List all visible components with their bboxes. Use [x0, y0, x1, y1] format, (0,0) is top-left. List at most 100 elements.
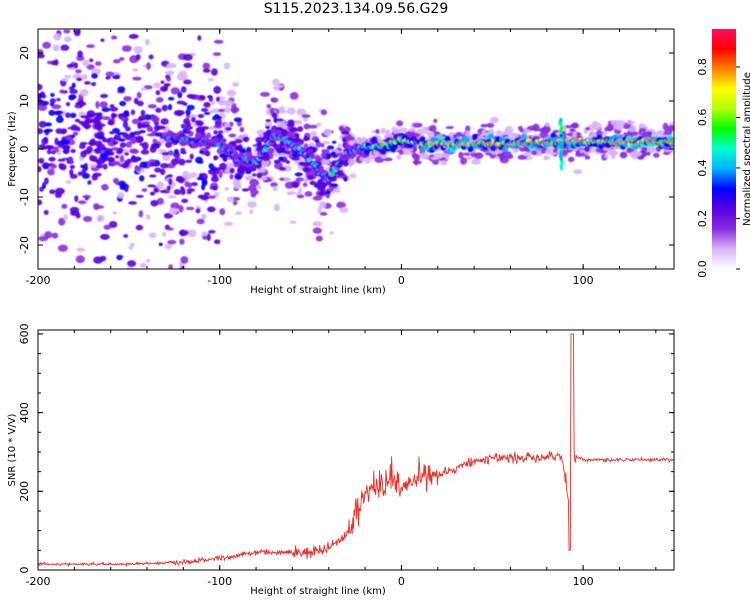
spectrogram-cell	[207, 77, 215, 82]
spectrogram-cell	[125, 141, 132, 148]
spectrogram-cell	[91, 72, 98, 79]
spectrogram-cell	[43, 333, 48, 340]
spectrogram-cell	[257, 184, 262, 190]
spectrogram-cell	[157, 125, 166, 130]
spectrogram-cell	[94, 14, 101, 18]
spectrogram-cell	[429, 124, 437, 133]
spectrogram-cell	[47, 168, 55, 176]
spectrogram-cell	[504, 126, 514, 134]
spectrogram-cell	[271, 112, 278, 119]
spectrogram-cell	[148, 232, 157, 239]
spectrogram-cell	[273, 116, 278, 124]
colorbar-gradient	[712, 29, 736, 269]
spectrogram-cell	[51, 232, 59, 239]
spectrogram-cell	[204, 150, 211, 157]
spectrogram-cell	[102, 163, 108, 170]
spectrogram-cell	[337, 142, 342, 149]
spectrogram-cell	[166, 62, 177, 69]
spectrogram-cell	[58, 163, 64, 169]
spectrogram-cell	[628, 131, 639, 136]
spectrogram-cell	[325, 179, 332, 186]
spectrogram-cell	[199, 150, 205, 154]
spectrogram-cell	[50, 92, 55, 97]
spectrogram-cell	[191, 182, 198, 187]
spectrogram-cell	[63, 29, 71, 34]
spectrogram-cell	[280, 146, 286, 154]
spectrogram-cell	[548, 146, 555, 151]
spectrogram-cell	[326, 145, 335, 150]
spectrogram-cell	[195, 208, 201, 214]
spectrogram-cell	[297, 194, 305, 199]
spectrogram-cell	[363, 156, 372, 164]
spectrogram-cell	[572, 131, 577, 138]
spectrogram-cell	[112, 211, 118, 215]
spectrogram-cell	[302, 116, 309, 122]
spectrogram-cell	[69, 164, 75, 170]
spectrogram-cell	[641, 145, 648, 154]
spectrogram-cell	[144, 38, 150, 46]
spectrogram-cell	[266, 104, 272, 109]
spectrogram-cell	[80, 353, 86, 360]
spectrogram-cell	[136, 91, 142, 99]
spectrogram-cell	[185, 159, 193, 164]
spectrogram-cell	[240, 147, 246, 154]
spectrogram-cell	[175, 109, 183, 117]
spectrogram-cell	[262, 151, 269, 158]
spectrogram-cell	[75, 101, 82, 106]
spectrogram-cell	[330, 151, 337, 157]
spectrogram-cell	[76, 247, 86, 252]
spectrogram-cell	[260, 91, 270, 97]
spectrogram-cell	[249, 208, 254, 215]
spectrogram-cell	[95, 61, 102, 67]
spectrogram-cell	[224, 221, 233, 227]
spectrogram-cell	[140, 109, 146, 117]
spectrogram-cell	[319, 181, 327, 188]
spectrogram-cell	[85, 324, 90, 328]
spectrogram-cell	[286, 130, 295, 139]
spectrogram-cell	[94, 115, 100, 121]
spectrogram-cell	[208, 163, 214, 170]
spectrogram-cell	[486, 122, 495, 128]
spectrogram-cell	[95, 375, 103, 379]
spectrogram-cell	[112, 177, 119, 184]
spectrogram-cell	[212, 52, 222, 57]
spectrogram-cell	[265, 119, 272, 123]
spectrogram-cell	[196, 176, 205, 181]
spectrogram-cell	[166, 185, 171, 191]
spectrogram-cell	[155, 97, 164, 103]
spectrogram-cell	[38, 83, 43, 91]
snr-series-line	[38, 333, 674, 568]
spectrogram-cell	[73, 62, 79, 69]
spectrogram-cell	[272, 185, 278, 192]
spectrogram-cell	[167, 227, 174, 231]
spectrogram-cell	[179, 238, 185, 245]
spectrogram-cell	[101, 184, 109, 191]
spectrogram-cell	[158, 242, 163, 247]
spectrogram-cell	[63, 36, 72, 43]
spectrogram-cell	[174, 13, 179, 20]
spectrogram-cell	[196, 132, 202, 139]
spectrogram-cell	[80, 150, 87, 158]
spectrogram-cell	[127, 260, 137, 267]
spectrogram-cell	[152, 14, 160, 22]
spectrogram-cell	[168, 264, 173, 269]
spectrogram-cell	[458, 151, 464, 159]
spectrogram-cell	[306, 174, 315, 181]
spectrogram-cell	[303, 135, 309, 142]
spectrogram-cell	[105, 76, 111, 80]
spectrogram-cell	[70, 134, 76, 139]
spectrogram-cell	[95, 101, 100, 109]
spectrogram-cell	[179, 132, 186, 139]
spectrogram-cell	[584, 146, 591, 152]
spectrogram-cell	[211, 108, 222, 113]
spectrogram-cell	[375, 128, 380, 135]
spectrogram-cell	[210, 68, 218, 76]
spectrogram-cell	[104, 150, 110, 156]
spectrogram-cell	[223, 106, 232, 113]
spectrogram-cell	[43, 209, 49, 215]
spectrogram-cell	[70, 148, 76, 154]
spectrogram-cell	[247, 201, 257, 208]
spectrogram-cell	[50, 164, 57, 169]
spectrogram-cell	[155, 90, 161, 96]
spectrogram-cell	[281, 130, 287, 137]
